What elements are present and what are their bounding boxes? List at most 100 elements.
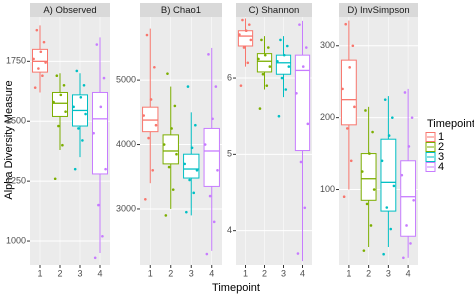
x-tick-label: 2 bbox=[168, 268, 173, 278]
point bbox=[241, 18, 244, 22]
x-axis-label: Timepoint bbox=[212, 282, 260, 294]
point bbox=[93, 256, 97, 260]
point bbox=[183, 162, 186, 166]
box bbox=[275, 54, 292, 75]
box bbox=[256, 53, 273, 73]
x-tick-label: 1 bbox=[346, 268, 351, 278]
point bbox=[195, 169, 199, 172]
point bbox=[402, 256, 405, 260]
y-tick-label: 4 bbox=[227, 225, 232, 235]
point bbox=[203, 143, 207, 146]
point bbox=[216, 169, 219, 172]
strip-title: D) InvSimpson bbox=[347, 5, 409, 16]
point bbox=[387, 134, 391, 137]
point bbox=[72, 105, 75, 109]
point bbox=[368, 152, 371, 155]
point bbox=[167, 165, 171, 169]
point bbox=[407, 145, 411, 148]
point bbox=[257, 57, 260, 61]
point bbox=[192, 191, 196, 195]
point bbox=[52, 100, 55, 104]
legend-label: 1 bbox=[438, 131, 444, 143]
point bbox=[299, 160, 303, 164]
point bbox=[95, 43, 99, 46]
point bbox=[188, 178, 191, 182]
y-tick-label: 1250 bbox=[6, 176, 26, 186]
point bbox=[369, 224, 373, 227]
y-tick-label: 1500 bbox=[6, 116, 26, 126]
point bbox=[175, 152, 178, 156]
point bbox=[405, 224, 408, 227]
point bbox=[246, 61, 250, 65]
strip-background bbox=[30, 3, 110, 17]
point bbox=[194, 123, 197, 127]
x-tick-label: 4 bbox=[209, 268, 214, 278]
point bbox=[362, 249, 366, 252]
point bbox=[276, 59, 279, 63]
point bbox=[391, 116, 394, 119]
point bbox=[92, 131, 95, 135]
point bbox=[345, 127, 349, 130]
legend-label: 3 bbox=[438, 151, 444, 163]
point bbox=[410, 116, 414, 119]
y-tick-label: 4000 bbox=[116, 139, 136, 149]
legend-label: 4 bbox=[438, 161, 444, 173]
point bbox=[305, 46, 308, 49]
strip-background bbox=[140, 3, 222, 17]
point bbox=[149, 98, 153, 101]
point bbox=[104, 167, 107, 171]
point bbox=[205, 252, 209, 256]
strip-title: C) Shannon bbox=[249, 5, 300, 16]
point bbox=[298, 23, 301, 26]
point bbox=[287, 65, 291, 68]
point bbox=[249, 38, 253, 42]
point bbox=[258, 107, 262, 110]
point bbox=[365, 202, 369, 206]
point bbox=[59, 93, 63, 97]
point bbox=[364, 109, 367, 112]
point bbox=[361, 170, 364, 173]
point bbox=[35, 28, 39, 32]
y-tick-label: 1750 bbox=[6, 56, 26, 66]
point bbox=[392, 184, 396, 188]
point bbox=[55, 74, 59, 78]
y-tick-label: 5000 bbox=[116, 75, 136, 85]
point bbox=[248, 23, 251, 26]
x-tick-label: 2 bbox=[262, 268, 267, 278]
point bbox=[79, 95, 83, 99]
point bbox=[212, 220, 216, 224]
point bbox=[296, 252, 300, 255]
point bbox=[268, 65, 272, 68]
point bbox=[185, 210, 188, 214]
point bbox=[295, 92, 298, 95]
point bbox=[211, 117, 214, 121]
point bbox=[164, 214, 168, 217]
point bbox=[173, 104, 177, 108]
point bbox=[147, 136, 150, 140]
point bbox=[142, 114, 145, 117]
point bbox=[277, 114, 281, 118]
point bbox=[32, 57, 35, 61]
strip-background bbox=[236, 3, 312, 17]
x-tick-label: 4 bbox=[97, 268, 102, 278]
point bbox=[239, 84, 243, 87]
point bbox=[279, 38, 282, 42]
point bbox=[208, 194, 212, 198]
point bbox=[170, 127, 173, 130]
point bbox=[371, 130, 374, 134]
point bbox=[33, 86, 37, 89]
strip-background bbox=[339, 3, 418, 17]
y-tick-label: 3000 bbox=[116, 203, 136, 213]
point bbox=[383, 98, 387, 101]
point bbox=[75, 69, 79, 73]
y-tick-label: 300 bbox=[320, 40, 335, 50]
x-tick-label: 3 bbox=[281, 268, 286, 278]
x-tick-label: 1 bbox=[37, 268, 42, 278]
point bbox=[82, 83, 86, 87]
point bbox=[372, 188, 376, 191]
box bbox=[52, 91, 68, 117]
point bbox=[380, 159, 384, 163]
point bbox=[342, 195, 346, 199]
point bbox=[39, 50, 43, 54]
